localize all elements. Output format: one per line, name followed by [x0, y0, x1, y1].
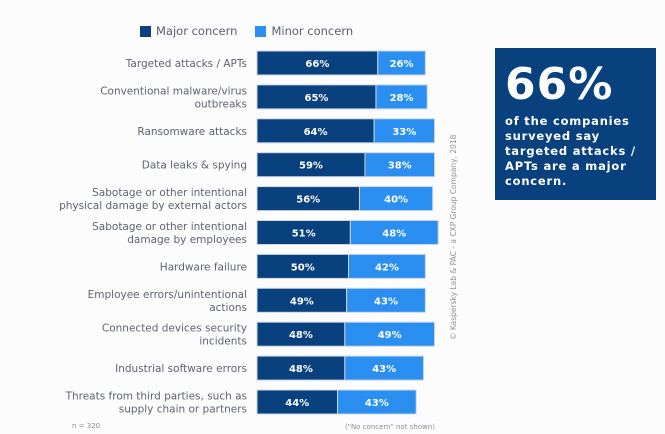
value-label-major: 50%: [291, 262, 315, 273]
value-label-major: 64%: [304, 127, 328, 138]
bar-minor-concern: [375, 84, 428, 110]
bar-minor-concern: [346, 287, 426, 313]
bar-major-concern: [256, 152, 366, 178]
bar-row: Data leaks & spying 59% 38%: [142, 152, 436, 178]
legend-label-minor: Minor concern: [271, 24, 354, 38]
category-label: Employee errors/unintentional actions: [88, 289, 247, 314]
sample-size-note: n = 320: [72, 422, 101, 430]
value-label-major: 48%: [289, 364, 313, 375]
legend-swatch-minor: [255, 25, 267, 37]
legend-swatch-major: [140, 25, 151, 37]
value-label-minor: 28%: [390, 93, 414, 104]
value-label-minor: 43%: [365, 398, 389, 409]
bar-row: Threats from third parties, such as suppl…: [65, 389, 417, 416]
bar-minor-concern: [364, 152, 436, 178]
value-label-major: 48%: [289, 330, 313, 341]
legend-item-minor: Minor concern: [255, 24, 353, 38]
value-label-minor: 38%: [388, 161, 412, 172]
value-label-minor: 49%: [378, 330, 402, 341]
callout-text: of the companies surveyed say targeted a…: [505, 114, 636, 188]
bar-row: Connected devices security incidents 48% 49…: [102, 321, 436, 348]
bar-row: Employee errors/unintentional actions 49% 4…: [88, 287, 426, 314]
bar-major-concern: [256, 321, 346, 347]
value-label-minor: 43%: [372, 364, 396, 375]
category-label: Threats from third parties, such as suppl…: [65, 391, 247, 416]
bar-row: Hardware failure 50% 42%: [160, 253, 426, 279]
value-label-major: 59%: [299, 161, 323, 172]
highlight-callout: 66% of the companies surveyed say target…: [495, 48, 656, 200]
value-label-major: 51%: [292, 229, 316, 240]
value-label-major: 44%: [285, 398, 309, 409]
value-label-minor: 43%: [374, 296, 398, 307]
callout-big-number: 66%: [505, 59, 614, 110]
bar-minor-concern: [337, 389, 417, 415]
legend-label-major: Major concern: [156, 24, 238, 38]
bar-major-concern: [256, 118, 375, 144]
bar-row: Conventional malware/virus outbreaks 65% 28…: [100, 84, 428, 110]
bar-minor-concern: [348, 253, 426, 279]
category-label: Targeted attacks / APTs: [125, 58, 247, 70]
category-label: Ransomware attacks: [137, 126, 247, 138]
bar-major-concern: [256, 253, 349, 279]
no-concern-note: ("No concern" not shown): [345, 423, 436, 431]
bar-major-concern: [256, 220, 351, 245]
category-label: Industrial software errors: [115, 363, 247, 375]
bar-row: Sabotage or other intentional damage by e…: [92, 220, 439, 246]
bar-minor-concern: [373, 118, 436, 144]
value-label-minor: 48%: [382, 229, 406, 240]
bar-minor-concern: [344, 321, 436, 347]
bar-minor-concern: [349, 220, 439, 245]
category-label: Sabotage or other intentional physical da…: [59, 187, 247, 212]
bar-row: Industrial software errors 48% 43%: [115, 355, 425, 381]
value-label-minor: 33%: [392, 127, 416, 138]
category-label: Data leaks & spying: [142, 160, 247, 172]
value-label-minor: 42%: [375, 262, 399, 273]
legend-item-major: Major concern: [140, 24, 237, 38]
bar-minor-concern: [344, 355, 425, 381]
bar-major-concern: [256, 355, 346, 381]
value-label-minor: 26%: [390, 59, 414, 70]
copyright-text: © Kaspersky Lab & PAC - a CXP Group Comp…: [449, 134, 458, 340]
value-label-major: 66%: [305, 59, 329, 70]
chart-legend: Major concern Minor concern: [140, 24, 353, 38]
bar-major-concern: [256, 287, 348, 313]
category-label: Sabotage or other intentional damage by e…: [92, 221, 247, 246]
category-label: Conventional malware/virus outbreaks: [100, 85, 247, 110]
category-label: Hardware failure: [160, 261, 247, 273]
bar-row: Targeted attacks / APTs 66% 26%: [125, 50, 426, 76]
value-label-major: 49%: [290, 296, 314, 307]
value-label-major: 65%: [305, 93, 329, 104]
value-label-minor: 40%: [384, 195, 408, 206]
bar-major-concern: [256, 186, 360, 212]
bar-minor-concern: [358, 186, 434, 212]
bar-major-concern: [256, 50, 379, 76]
category-label: Connected devices security incidents: [102, 323, 247, 348]
value-label-major: 56%: [296, 195, 320, 206]
bar-row: Ransomware attacks 64% 33%: [137, 118, 436, 144]
bar-minor-concern: [377, 50, 426, 76]
bar-row: Sabotage or other intentional physical da…: [59, 186, 434, 212]
